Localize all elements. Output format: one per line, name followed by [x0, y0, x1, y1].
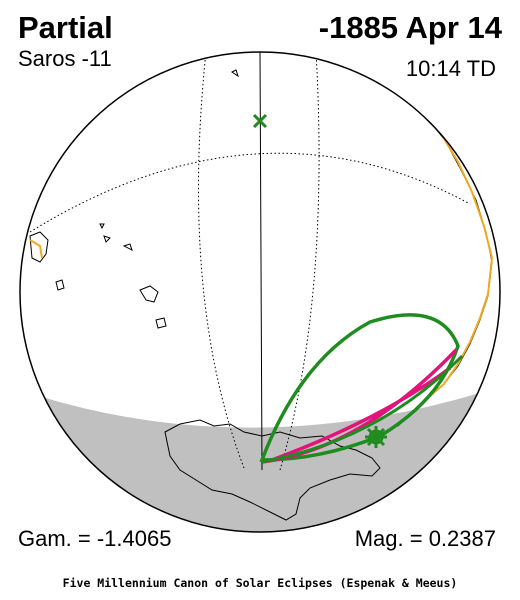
meridian-dotted — [197, 52, 320, 471]
gamma-value: Gam. = -1.4065 — [18, 526, 172, 551]
central-meridian — [259, 52, 263, 471]
eclipse-time: 10:14 TD — [405, 56, 496, 81]
island-outline — [55, 69, 239, 329]
night-shade — [20, 380, 500, 532]
saros-number: Saros -11 — [18, 46, 112, 71]
asterisk-marker-icon — [365, 426, 387, 448]
magnitude-value: Mag. = 0.2387 — [354, 526, 496, 551]
penumbra-limit-inner — [261, 354, 464, 464]
penumbra-limit-curve — [259, 313, 460, 462]
antarctica-coastline — [164, 419, 381, 521]
australia-coastline — [29, 231, 49, 263]
x-marker-icon — [252, 113, 268, 129]
credit-line: Five Millennium Canon of Solar Eclipses … — [62, 576, 458, 590]
eclipse-type-title: Partial — [18, 10, 113, 45]
eclipse-date: -1885 Apr 14 — [318, 10, 502, 45]
globe-outline — [19, 51, 501, 533]
tropic-dotted — [29, 152, 471, 233]
coastline-highlight — [29, 107, 494, 397]
